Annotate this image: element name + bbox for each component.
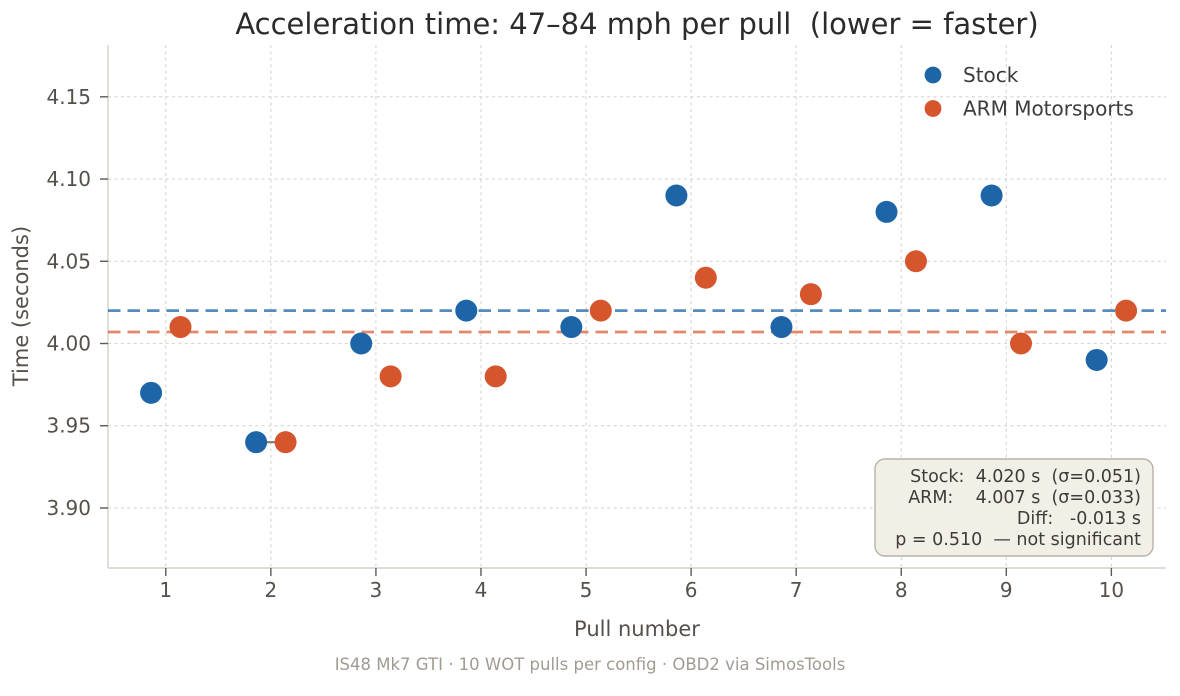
figure-caption: IS48 Mk7 GTI · 10 WOT pulls per config ·… — [335, 655, 846, 674]
arm-point-pull-4 — [484, 365, 507, 388]
arm-point-pull-2 — [274, 431, 297, 454]
x-tick-label-8: 8 — [895, 578, 908, 602]
y-tick-label-4.00: 4.00 — [46, 332, 91, 356]
arm-point-pull-8 — [904, 250, 927, 273]
stock-point-pull-8 — [875, 200, 898, 223]
stock-point-pull-1 — [140, 381, 163, 404]
legend-label-arm: ARM Motorsports — [963, 97, 1134, 121]
stock-point-pull-5 — [560, 316, 583, 339]
arm-point-pull-7 — [799, 283, 822, 306]
stock-point-pull-2 — [245, 431, 268, 454]
x-tick-label-5: 5 — [580, 578, 593, 602]
y-axis-label: Time (seconds) — [9, 226, 33, 387]
stock-point-pull-6 — [665, 184, 688, 207]
stats-line-diff: Diff: -0.013 s — [1017, 509, 1141, 529]
stats-box-frame — [874, 458, 1154, 557]
stats-line-stock: Stock: 4.020 s (σ=0.051) — [910, 467, 1141, 487]
stock-point-pull-4 — [455, 299, 478, 322]
axes-layer: 3.90 3.95 4.00 4.05 4.10 4.15 1 2 3 4 5 6 7 8 9 10 — [46, 45, 1166, 602]
x-tick-label-9: 9 — [1000, 578, 1013, 602]
arm-point-pull-5 — [589, 299, 612, 322]
y-tick-label-3.90: 3.90 — [46, 496, 91, 520]
stock-point-pull-9 — [980, 184, 1003, 207]
y-tick-label-4.10: 4.10 — [46, 167, 91, 191]
x-tick-label-2: 2 — [264, 578, 277, 602]
chart-title: Acceleration time: 47–84 mph per pull (l… — [235, 7, 1038, 41]
stats-line-pvalue: p = 0.510 — not significant — [895, 530, 1141, 550]
arm-point-pull-9 — [1010, 332, 1033, 355]
points-layer — [140, 184, 1138, 454]
x-tick-label-3: 3 — [370, 578, 383, 602]
x-tick-label-7: 7 — [790, 578, 803, 602]
stats-box: Stock: 4.020 s (σ=0.051) ARM: 4.007 s (σ… — [874, 458, 1154, 557]
arm-point-pull-1 — [169, 316, 192, 339]
arm-point-pull-6 — [694, 266, 717, 289]
stats-line-arm: ARM: 4.007 s (σ=0.033) — [908, 488, 1141, 508]
x-tick-label-10: 10 — [1099, 578, 1124, 602]
y-tick-label-3.95: 3.95 — [46, 414, 91, 438]
legend-marker-stock-icon — [924, 66, 942, 84]
x-tick-label-1: 1 — [159, 578, 172, 602]
x-tick-label-4: 4 — [475, 578, 488, 602]
x-axis-label: Pull number — [574, 617, 700, 641]
legend: Stock ARM Motorsports — [924, 63, 1134, 121]
x-tick-label-6: 6 — [685, 578, 698, 602]
arm-point-pull-3 — [379, 365, 402, 388]
legend-label-stock: Stock — [963, 63, 1019, 87]
stock-point-pull-10 — [1085, 348, 1108, 371]
stock-point-pull-3 — [350, 332, 373, 355]
y-tick-label-4.15: 4.15 — [46, 85, 91, 109]
mean-lines-layer — [108, 309, 1166, 334]
arm-point-pull-10 — [1115, 299, 1138, 322]
stock-point-pull-7 — [770, 316, 793, 339]
legend-marker-arm-icon — [924, 100, 942, 117]
y-tick-label-4.05: 4.05 — [46, 249, 91, 273]
